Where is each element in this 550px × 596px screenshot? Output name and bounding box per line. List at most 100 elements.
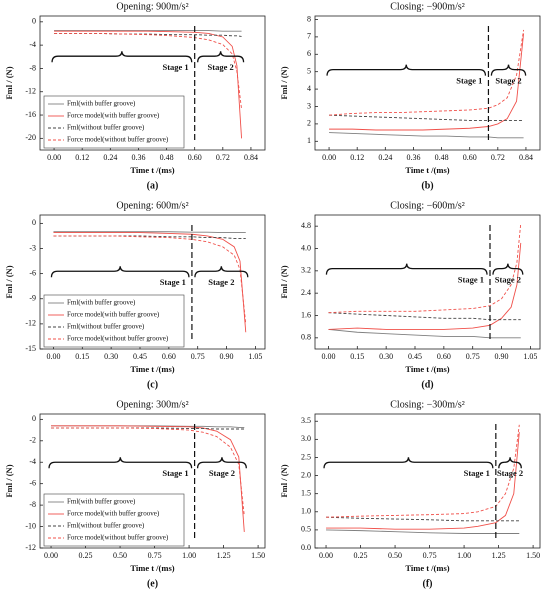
y-tick-label: 1.5 (301, 489, 311, 498)
stage-brace (196, 457, 247, 469)
y-tick-label: 1.0 (301, 507, 311, 516)
y-tick-label: 1 (307, 136, 311, 145)
x-tick-label: 0.84 (519, 153, 533, 162)
chart-title: Closing: −600m/s² (390, 200, 464, 211)
x-axis-label: Time t /(ms) (130, 563, 174, 573)
stage-label: Stage 2 (495, 275, 521, 285)
y-tick-label: -4 (29, 457, 36, 466)
stage-label: Stage 1 (464, 468, 490, 478)
stage-label: Stage 2 (208, 277, 234, 287)
y-tick-label: 0 (32, 17, 36, 26)
x-tick-label: 0.90 (495, 352, 509, 361)
x-tick-label: 0.75 (148, 551, 162, 560)
series-line (51, 425, 245, 532)
x-tick-label: 1.00 (457, 551, 471, 560)
y-tick-label: 2.5 (301, 452, 311, 461)
panel-label: (f) (423, 578, 433, 589)
x-tick-label: 0.60 (188, 153, 202, 162)
legend-label: Force model(without buffer groove) (67, 534, 169, 542)
legend-box (43, 294, 185, 348)
stage-brace (498, 457, 522, 469)
legend-label: Fml(with buffer groove) (67, 498, 136, 506)
x-tick-label: 0.12 (75, 153, 89, 162)
stage-brace (492, 263, 524, 275)
x-tick-label: 0.30 (104, 352, 118, 361)
x-tick-label: 1.25 (492, 551, 506, 560)
x-tick-label: 0.15 (75, 352, 89, 361)
stage-label: Stage 2 (495, 76, 521, 86)
stage-brace (194, 266, 249, 278)
panel-label: (b) (421, 180, 433, 191)
panel-label: (c) (147, 379, 158, 390)
x-axis-label: Time t /(ms) (130, 364, 174, 374)
chart-title: Closing: −900m/s² (390, 1, 464, 12)
x-tick-label: 0.00 (46, 352, 60, 361)
y-tick-label: -8 (29, 500, 36, 509)
x-tick-label: 0.36 (131, 153, 145, 162)
chart-title: Opening: 900m/s² (116, 1, 188, 12)
y-tick-label: 1.6 (301, 310, 311, 319)
x-tick-label: 1.50 (251, 551, 265, 560)
stage-brace (323, 457, 494, 469)
stage-label: Stage 2 (497, 468, 523, 478)
y-tick-label: -12 (25, 319, 36, 328)
series-line (51, 427, 245, 516)
stage-label: Stage 1 (162, 468, 188, 478)
y-tick-label: 3.0 (301, 434, 311, 443)
y-tick-label: 6 (307, 49, 311, 58)
series-line (326, 424, 520, 518)
y-tick-label: 3.2 (301, 266, 311, 275)
x-axis-label: Time t /(ms) (405, 364, 449, 374)
legend-label: Force model(with buffer groove) (67, 311, 160, 319)
y-tick-label: -8 (29, 63, 36, 72)
series-line (326, 432, 520, 530)
legend-label: Fml(without buffer groove) (67, 323, 145, 331)
y-tick-label: 4.0 (301, 243, 311, 252)
series-line (329, 29, 525, 116)
y-tick-label: 0.0 (301, 543, 311, 552)
x-axis-label: Time t /(ms) (405, 563, 449, 573)
x-tick-label: 0.90 (220, 352, 234, 361)
x-axis-label: Time t /(ms) (130, 165, 174, 175)
y-axis-label: Fml / (N) (279, 464, 289, 497)
stage-brace (490, 64, 527, 76)
stage-label: Stage 1 (458, 275, 484, 285)
x-tick-label: 0.30 (379, 352, 393, 361)
legend-label: Fml(without buffer groove) (67, 522, 145, 530)
y-tick-label: -6 (29, 479, 36, 488)
x-tick-label: 0.00 (322, 153, 336, 162)
legend-label: Fml(with buffer groove) (67, 299, 136, 307)
y-tick-label: 0.8 (301, 333, 311, 342)
series-line (329, 33, 525, 131)
y-tick-label: 7 (307, 32, 311, 41)
y-axis-label: Fml / (N) (4, 464, 14, 497)
y-tick-label: -12 (25, 543, 36, 552)
x-tick-label: 0.50 (113, 551, 127, 560)
plot-frame (314, 214, 541, 350)
series-line (328, 312, 521, 321)
series-line (329, 114, 524, 121)
x-tick-label: 0.72 (216, 153, 230, 162)
x-tick-label: 0.00 (47, 153, 61, 162)
series-line (328, 329, 521, 339)
series-line (53, 235, 246, 239)
series-line (54, 30, 243, 139)
panel-label: (d) (421, 379, 433, 390)
y-tick-label: 2.0 (301, 470, 311, 479)
x-tick-label: 0.50 (388, 551, 402, 560)
y-tick-label: -15 (25, 344, 36, 353)
plot-frame (314, 413, 541, 549)
y-axis-label: Fml / (N) (279, 66, 289, 99)
stage-brace (48, 457, 193, 469)
x-tick-label: 0.48 (160, 153, 174, 162)
y-tick-label: -16 (25, 110, 36, 119)
x-axis-label: Time t /(ms) (405, 165, 449, 175)
plot-frame (39, 214, 266, 350)
x-tick-label: 0.60 (463, 153, 477, 162)
x-tick-label: 1.00 (182, 551, 196, 560)
y-tick-label: -9 (29, 294, 36, 303)
stage-brace (197, 51, 245, 63)
y-tick-label: 4 (307, 84, 311, 93)
x-tick-label: 1.50 (526, 551, 540, 560)
